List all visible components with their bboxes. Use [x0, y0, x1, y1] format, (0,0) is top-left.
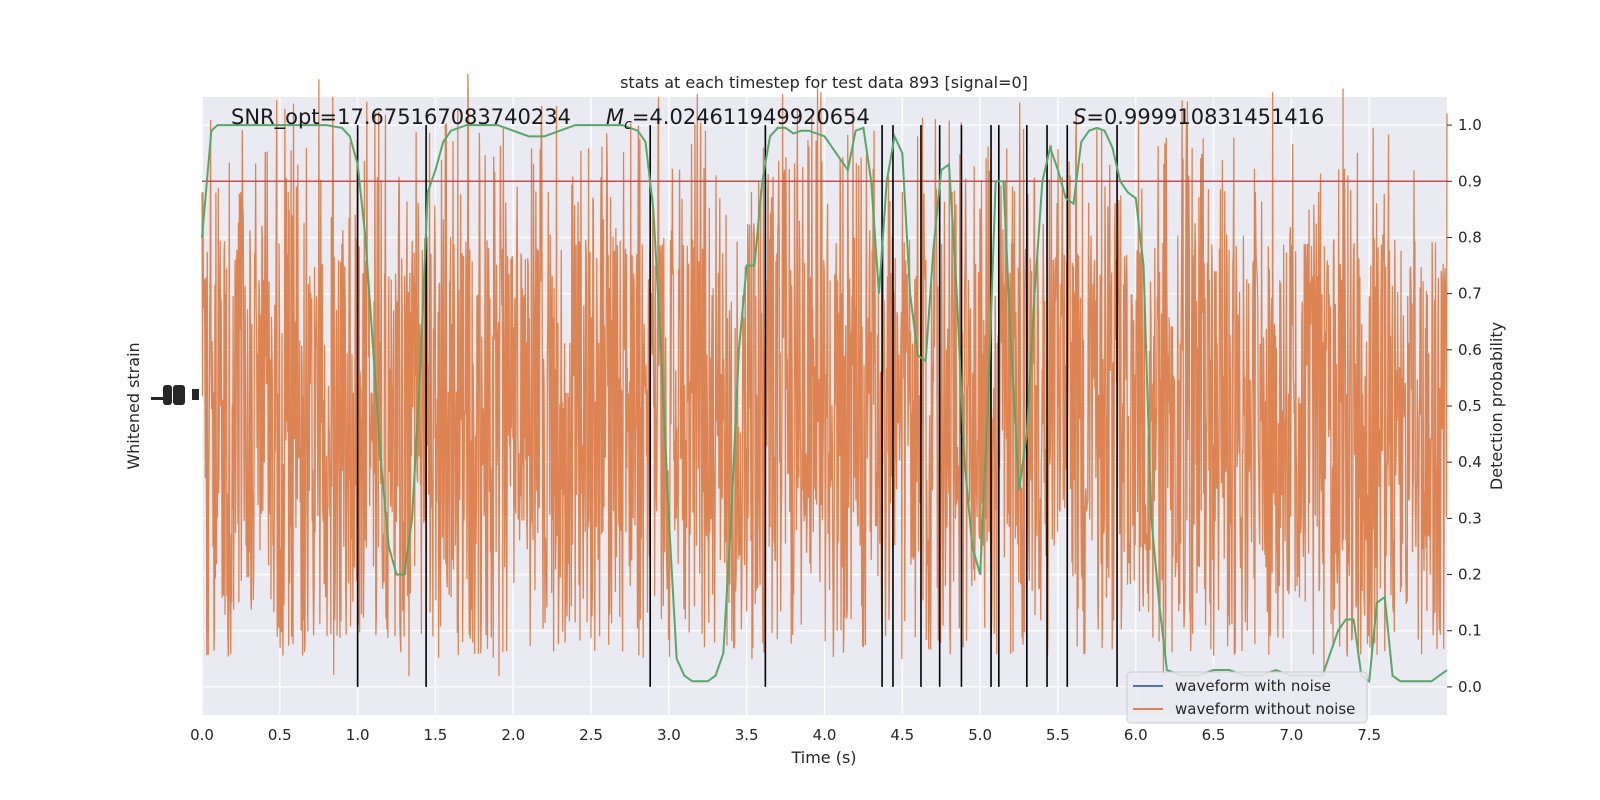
y-tick-label: 0.8 — [1458, 228, 1482, 246]
x-tick-label: 5.5 — [1046, 726, 1070, 744]
legend-label-without-noise: waveform without noise — [1175, 700, 1355, 718]
y-tick-label: 0.9 — [1458, 172, 1482, 190]
x-tick-label: 5.0 — [968, 726, 992, 744]
y-axis-label-right: Detection probability — [1487, 322, 1506, 490]
x-tick-label: 0.5 — [268, 726, 292, 744]
mc-subscript: c — [624, 117, 632, 133]
y-tick-label: 0.1 — [1458, 622, 1482, 640]
x-tick-label: 4.0 — [813, 726, 837, 744]
x-tick-label: 6.5 — [1202, 726, 1226, 744]
snr-annotation: SNR_opt=17.675167083740234 — [231, 105, 571, 130]
mc-value: =4.024611949920654 — [632, 105, 870, 129]
chart-title: stats at each timestep for test data 893… — [620, 73, 1028, 92]
left-tick-mark — [192, 389, 199, 400]
score-annotation: S=0.999910831451416 — [1073, 105, 1324, 129]
noise-series — [201, 73, 1448, 677]
left-axis-ticks — [151, 385, 199, 405]
x-tick-labels: 0.0 0.5 1.0 1.5 2.0 2.5 3.0 3.5 4.0 4.5 5.0 5.5 6.0 6… — [190, 726, 1381, 744]
y-tick-label: 0.7 — [1458, 285, 1482, 303]
x-tick-label: 7.5 — [1357, 726, 1381, 744]
x-tick-label: 2.0 — [501, 726, 525, 744]
legend-label-with-noise: waveform with noise — [1175, 677, 1331, 695]
s-symbol: S — [1073, 105, 1086, 129]
noise-waveform-line — [201, 73, 1448, 677]
x-axis-label: Time (s) — [790, 748, 856, 767]
event-lines — [356, 125, 1118, 687]
x-tick-label: 4.5 — [890, 726, 914, 744]
mc-symbol: M — [606, 105, 624, 129]
x-tick-label: 3.0 — [657, 726, 681, 744]
left-tick-mark — [151, 397, 165, 400]
x-tick-label: 1.0 — [346, 726, 370, 744]
x-tick-label: 1.5 — [424, 726, 448, 744]
legend: waveform with noise waveform without noi… — [1126, 671, 1368, 724]
s-value: =0.999910831451416 — [1086, 105, 1324, 129]
x-tick-label: 7.0 — [1279, 726, 1303, 744]
y-tick-label: 0.4 — [1458, 453, 1482, 471]
y-tick-label: 0.3 — [1458, 509, 1482, 527]
x-tick-label: 6.0 — [1124, 726, 1148, 744]
y-tick-label: 0.5 — [1458, 397, 1482, 415]
x-tick-label: 0.0 — [190, 726, 214, 744]
y-tick-label: 1.0 — [1458, 116, 1482, 134]
y-axis-label-left: Whitened strain — [124, 342, 143, 469]
left-tick-mark — [163, 385, 172, 405]
x-tick-label: 3.5 — [735, 726, 759, 744]
legend-box — [1126, 671, 1368, 724]
y-tick-label: 0.0 — [1458, 678, 1482, 696]
y-tick-label: 0.2 — [1458, 566, 1482, 584]
y-tick-label: 0.6 — [1458, 341, 1482, 359]
chirp-mass-annotation: Mc=4.024611949920654 — [606, 105, 870, 133]
y-tick-labels-right: 0.0 0.1 0.2 0.3 0.4 0.5 0.6 0.7 0.8 0.9 1.0 — [1447, 116, 1482, 696]
x-tick-label: 2.5 — [579, 726, 603, 744]
left-tick-mark — [173, 385, 185, 405]
